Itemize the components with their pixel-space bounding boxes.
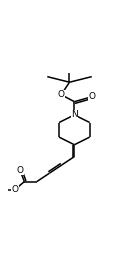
Text: O: O [11,185,18,194]
Text: O: O [88,92,95,101]
Text: O: O [17,166,24,175]
Text: N: N [71,110,78,119]
Text: O: O [58,90,65,99]
